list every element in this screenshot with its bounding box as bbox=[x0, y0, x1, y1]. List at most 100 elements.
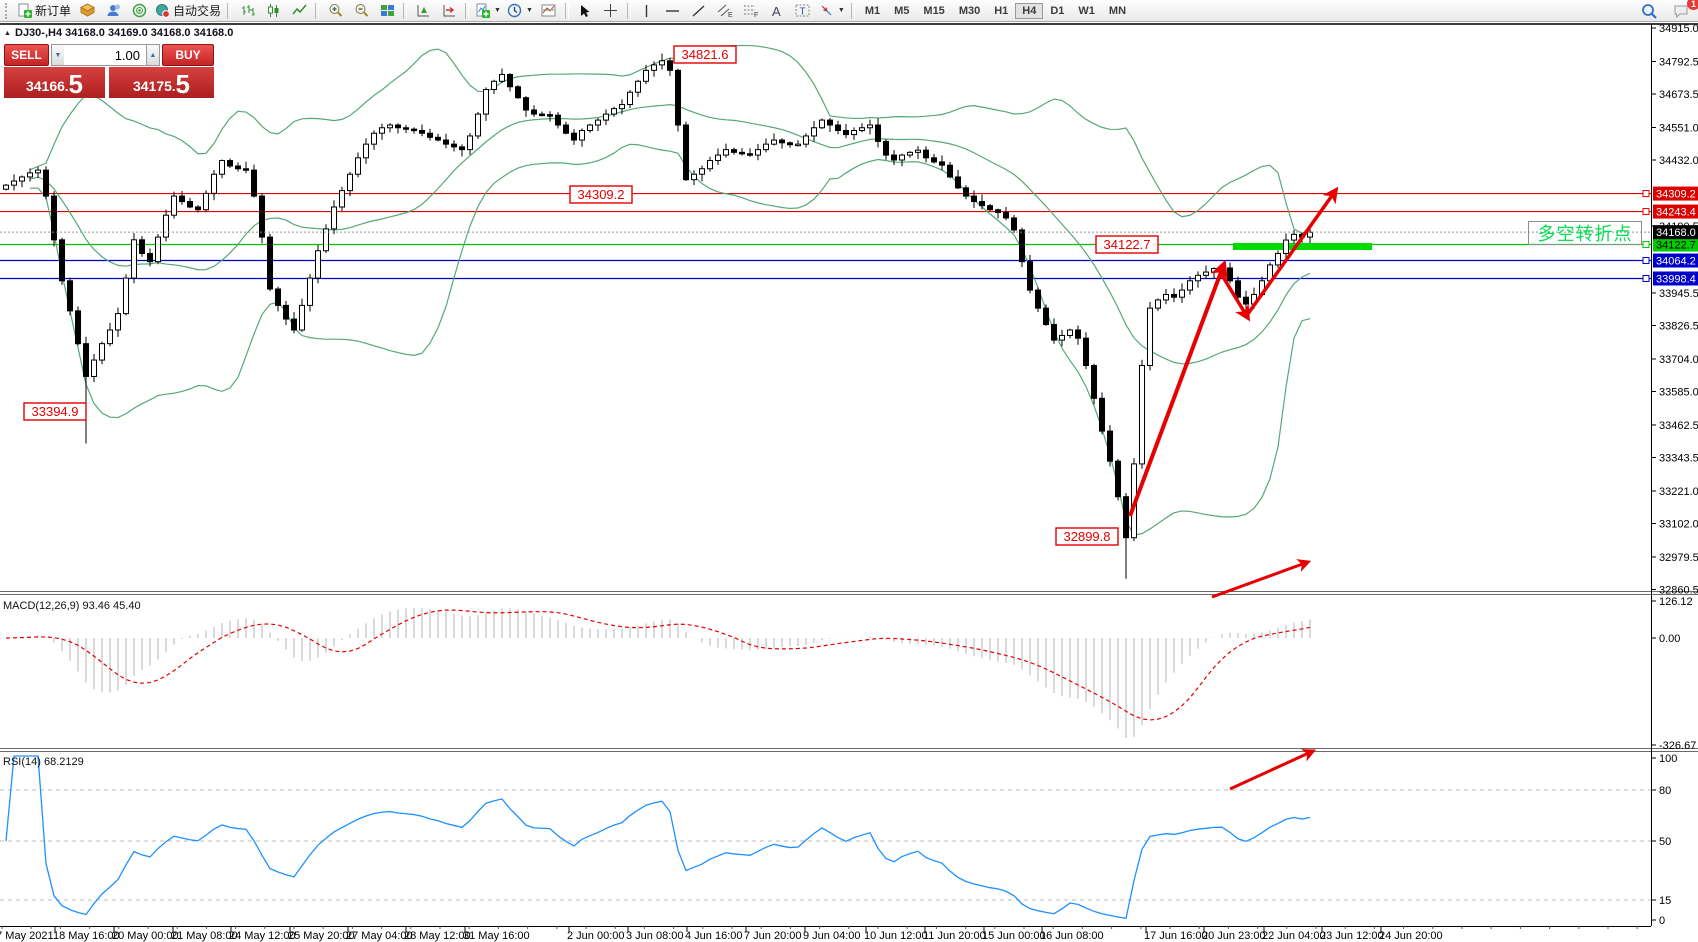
cursor-icon bbox=[581, 4, 590, 17]
chart-shift-button[interactable] bbox=[436, 1, 462, 21]
time-axis-label: 24 May 12:00 bbox=[229, 930, 296, 942]
autotrade-button[interactable]: 自动交易 bbox=[152, 1, 224, 21]
candle-body bbox=[803, 135, 809, 145]
window-top-border bbox=[0, 23, 1698, 25]
tf-button-w1[interactable]: W1 bbox=[1078, 4, 1095, 17]
candle-body bbox=[395, 124, 401, 129]
chart-annotation-text[interactable]: 多空转折点 bbox=[1528, 221, 1642, 245]
line-anchor-marker bbox=[1642, 257, 1650, 265]
candle-body bbox=[163, 214, 169, 238]
tf-button-d1[interactable]: D1 bbox=[1050, 4, 1065, 17]
zoom-out-button[interactable] bbox=[348, 1, 374, 21]
zoom-in-button[interactable] bbox=[322, 1, 348, 21]
volume-input[interactable] bbox=[64, 44, 146, 66]
tf-button-m5[interactable]: M5 bbox=[894, 4, 910, 17]
channel-tool-button[interactable]: E bbox=[712, 1, 738, 21]
candle-body bbox=[515, 86, 521, 99]
price-label-box bbox=[673, 45, 737, 64]
dropdown-caret-icon: ▼ bbox=[494, 7, 501, 14]
vertical-line-tool-button[interactable] bbox=[634, 1, 660, 21]
signals-button[interactable] bbox=[126, 1, 152, 21]
sell-price-button[interactable]: 34166. 5 bbox=[4, 67, 105, 98]
tf-button-mn[interactable]: MN bbox=[1108, 4, 1127, 17]
sell-button[interactable]: SELL bbox=[4, 44, 49, 66]
candle-body bbox=[299, 304, 305, 331]
auto-scroll-button[interactable] bbox=[410, 1, 436, 21]
price-tick-label: 33343.5 bbox=[1659, 452, 1698, 464]
tf-button-m15[interactable]: M15 bbox=[923, 4, 945, 17]
template-button[interactable] bbox=[536, 1, 562, 21]
autotrade-icon bbox=[156, 4, 170, 18]
arrows-tool-button[interactable]: ▼ bbox=[816, 1, 848, 21]
notifications-button[interactable]: 1 bbox=[1668, 0, 1698, 21]
candle-body bbox=[91, 359, 97, 377]
buy-price-button[interactable]: 34175. 5 bbox=[109, 67, 214, 98]
candle-body bbox=[355, 157, 361, 175]
time-axis-label: 20 Jun 23:00 bbox=[1202, 930, 1266, 942]
candle-body bbox=[227, 160, 233, 167]
text-tool-button[interactable]: A bbox=[764, 1, 790, 21]
volume-increment-button[interactable]: ▲ bbox=[146, 44, 160, 66]
candle-body bbox=[1035, 289, 1041, 309]
toolbar-drag-handle[interactable] bbox=[5, 2, 11, 19]
indicators-button[interactable]: ▼ bbox=[472, 1, 504, 21]
candle-body bbox=[947, 164, 953, 178]
price-label-box bbox=[1055, 527, 1119, 546]
bar-chart-button[interactable] bbox=[234, 1, 260, 21]
toolbar-separator bbox=[227, 2, 232, 19]
candle-body bbox=[979, 201, 985, 207]
price-tick-label: 34432.0 bbox=[1659, 155, 1698, 167]
volume-decrement-button[interactable]: ▼ bbox=[51, 44, 65, 66]
candle-body bbox=[995, 209, 1001, 213]
svg-text:T: T bbox=[799, 7, 805, 18]
trendline-tool-button[interactable] bbox=[686, 1, 712, 21]
buy-button[interactable]: BUY bbox=[162, 44, 214, 66]
rsi-tick-label: 50 bbox=[1659, 836, 1671, 848]
candle-body bbox=[539, 113, 545, 117]
search-button[interactable] bbox=[1636, 1, 1662, 21]
time-axis-label: 17 May 2021 bbox=[0, 930, 54, 942]
candle-body bbox=[155, 236, 161, 263]
time-axis-label: 4 Jun 16:00 bbox=[685, 930, 743, 942]
time-axis-label: 11 Jun 20:00 bbox=[923, 930, 986, 942]
new-order-label: 新订单 bbox=[35, 4, 72, 18]
panel-separator bbox=[0, 751, 1698, 752]
candle-body bbox=[699, 168, 705, 175]
tile-windows-button[interactable] bbox=[374, 1, 400, 21]
new-order-icon bbox=[18, 3, 32, 18]
price-label-text: 34821.6 bbox=[682, 47, 729, 62]
text-label-tool-button[interactable]: T bbox=[790, 1, 816, 21]
candle-body bbox=[675, 69, 681, 126]
periods-button[interactable]: ▼ bbox=[504, 1, 536, 21]
candlestick-chart-button[interactable] bbox=[260, 1, 286, 21]
candle-body bbox=[1203, 271, 1209, 276]
candle-body bbox=[771, 139, 777, 145]
line-chart-button[interactable] bbox=[286, 1, 312, 21]
fibonacci-tool-button[interactable]: F bbox=[738, 1, 764, 21]
new-order-button[interactable]: 新订单 bbox=[14, 1, 74, 21]
svg-text:E: E bbox=[728, 12, 733, 18]
bar-chart-icon bbox=[241, 5, 255, 16]
symbols-button[interactable] bbox=[74, 1, 100, 21]
buy-price: 34175 bbox=[132, 78, 172, 94]
candle-body bbox=[1171, 293, 1177, 298]
candle-body bbox=[571, 132, 577, 141]
candle-body bbox=[1195, 274, 1201, 282]
time-axis-label: 24 Jun 20:00 bbox=[1379, 930, 1443, 942]
tf-button-m30[interactable]: M30 bbox=[958, 4, 981, 17]
candle-body bbox=[1083, 337, 1089, 367]
tf-button-h4[interactable]: H4 bbox=[1015, 2, 1044, 19]
tf-button-m1[interactable]: M1 bbox=[864, 4, 881, 17]
profile-button[interactable] bbox=[100, 1, 126, 21]
horizontal-line-tool-button[interactable] bbox=[660, 1, 686, 21]
candle-body bbox=[331, 206, 337, 230]
cursor-tool-button[interactable] bbox=[572, 1, 598, 21]
candle-body bbox=[683, 124, 689, 181]
panel-collapse-icon[interactable]: ▲ bbox=[4, 30, 11, 37]
autotrade-label: 自动交易 bbox=[173, 4, 222, 18]
candle-body bbox=[147, 252, 153, 263]
candle-body bbox=[651, 64, 657, 71]
tf-button-h1[interactable]: H1 bbox=[994, 4, 1009, 17]
crosshair-tool-button[interactable] bbox=[598, 1, 624, 21]
